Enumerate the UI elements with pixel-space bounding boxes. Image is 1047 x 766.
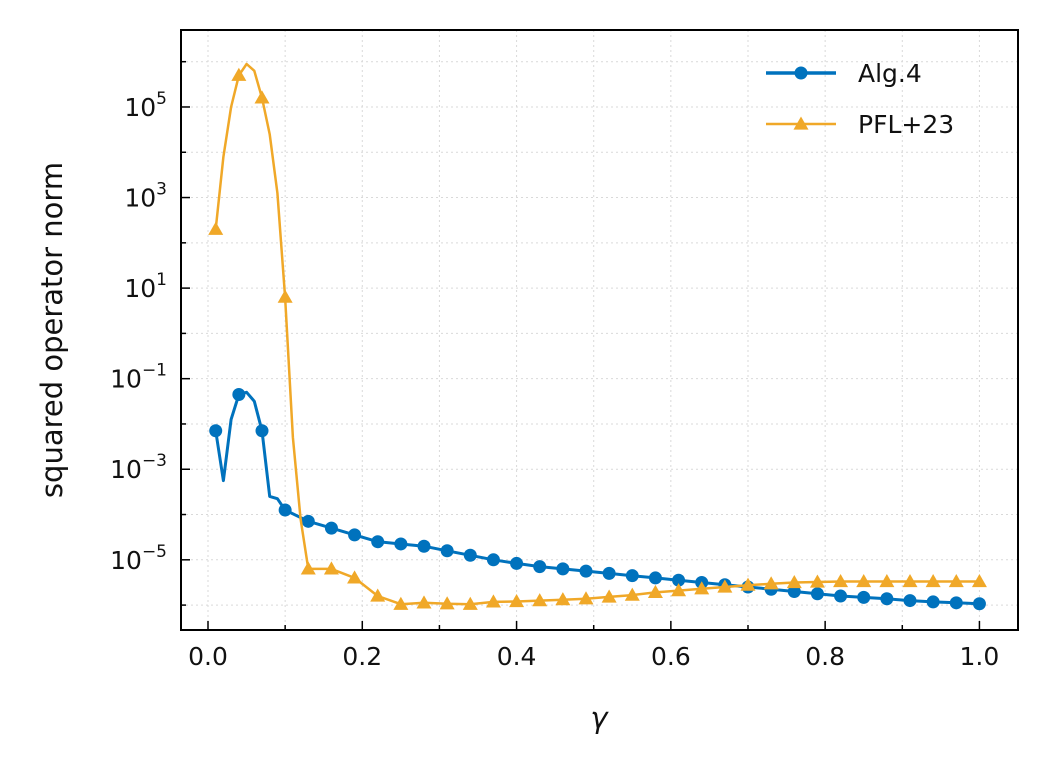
data-point-pfl23 xyxy=(208,221,224,235)
data-point-pfl23 xyxy=(833,574,849,588)
series-layer xyxy=(208,62,987,611)
data-point-alg4 xyxy=(232,388,246,402)
data-point-pfl23 xyxy=(671,583,687,597)
y-tick-label: 105 xyxy=(124,89,167,122)
data-point-pfl23 xyxy=(647,584,663,599)
data-point-pfl23 xyxy=(578,591,594,605)
data-point-alg4 xyxy=(949,596,963,610)
data-point-alg4 xyxy=(486,553,500,567)
data-point-pfl23 xyxy=(416,595,432,609)
data-point-pfl23 xyxy=(347,570,363,584)
data-point-alg4 xyxy=(371,535,385,549)
data-point-alg4 xyxy=(602,566,616,580)
data-point-pfl23 xyxy=(925,574,941,588)
data-point-alg4 xyxy=(301,514,315,528)
y-tick-label: 10−1 xyxy=(110,361,167,394)
data-point-pfl23 xyxy=(786,574,802,589)
data-point-alg4 xyxy=(209,424,223,438)
data-point-pfl23 xyxy=(532,593,548,607)
data-point-pfl23 xyxy=(231,67,247,81)
data-point-alg4 xyxy=(926,595,940,609)
data-point-pfl23 xyxy=(809,574,825,588)
data-point-pfl23 xyxy=(624,587,640,601)
legend-marker-pfl23 xyxy=(793,116,809,130)
data-point-alg4 xyxy=(348,528,362,542)
data-point-alg4 xyxy=(972,597,986,611)
data-point-pfl23 xyxy=(740,577,756,591)
data-point-alg4 xyxy=(648,571,662,585)
data-point-pfl23 xyxy=(393,596,409,610)
data-point-pfl23 xyxy=(856,574,872,588)
data-point-alg4 xyxy=(278,503,292,517)
data-point-alg4 xyxy=(810,587,824,601)
legend: Alg.4 PFL+23 xyxy=(766,59,954,139)
data-point-alg4 xyxy=(625,569,639,583)
data-point-pfl23 xyxy=(694,581,710,595)
data-point-alg4 xyxy=(579,564,593,578)
data-point-alg4 xyxy=(417,539,431,553)
data-point-pfl23 xyxy=(485,594,501,608)
data-point-pfl23 xyxy=(948,574,964,588)
data-point-pfl23 xyxy=(439,596,455,610)
x-tick-label: 0.8 xyxy=(805,642,845,671)
data-point-alg4 xyxy=(510,556,524,570)
data-point-alg4 xyxy=(463,548,477,562)
y-tick-label: 10−3 xyxy=(110,451,167,484)
tick-layer: 0.0 0.2 0.4 0.6 0.8 1.0 105 103 101 10−1 10−3 10−5 xyxy=(110,60,1000,671)
data-point-pfl23 xyxy=(601,589,617,603)
x-tick-label: 0.2 xyxy=(342,642,382,671)
data-point-pfl23 xyxy=(254,90,270,104)
data-point-pfl23 xyxy=(555,592,571,606)
legend-marker-alg4 xyxy=(794,66,808,80)
data-point-alg4 xyxy=(787,585,801,599)
x-tick-label: 1.0 xyxy=(960,642,1000,671)
plot-area-frame xyxy=(180,29,1019,631)
data-point-alg4 xyxy=(440,544,454,558)
legend-label-alg4: Alg.4 xyxy=(858,59,922,88)
x-tick-label: 0.4 xyxy=(497,642,537,671)
data-point-pfl23 xyxy=(277,289,293,303)
data-point-pfl23 xyxy=(323,561,339,575)
x-tick-label: 0.0 xyxy=(188,642,228,671)
data-point-pfl23 xyxy=(717,579,733,593)
y-tick-label: 101 xyxy=(124,270,167,303)
x-axis-title: γ xyxy=(590,701,609,735)
data-point-pfl23 xyxy=(971,574,987,588)
data-point-pfl23 xyxy=(462,596,478,610)
y-tick-label: 10−5 xyxy=(110,542,167,575)
data-point-pfl23 xyxy=(763,576,779,590)
data-point-alg4 xyxy=(903,594,917,608)
data-point-alg4 xyxy=(672,573,686,587)
y-tick-label: 103 xyxy=(124,180,167,213)
legend-label-pfl23: PFL+23 xyxy=(858,110,954,139)
data-point-alg4 xyxy=(880,592,894,606)
data-point-alg4 xyxy=(834,589,848,603)
y-axis-title: squared operator norm xyxy=(35,162,69,498)
data-point-alg4 xyxy=(556,562,570,576)
data-point-alg4 xyxy=(324,521,338,535)
x-tick-label: 0.6 xyxy=(651,642,691,671)
data-point-pfl23 xyxy=(509,593,525,608)
data-point-alg4 xyxy=(533,560,547,574)
data-point-alg4 xyxy=(394,537,408,551)
data-point-alg4 xyxy=(857,590,871,604)
series-line-alg-4 xyxy=(214,390,980,606)
data-point-pfl23 xyxy=(300,561,316,575)
grid-layer xyxy=(181,30,1018,630)
data-point-pfl23 xyxy=(370,588,386,602)
data-point-alg4 xyxy=(255,424,269,438)
data-point-pfl23 xyxy=(879,574,895,588)
data-point-pfl23 xyxy=(902,574,918,588)
